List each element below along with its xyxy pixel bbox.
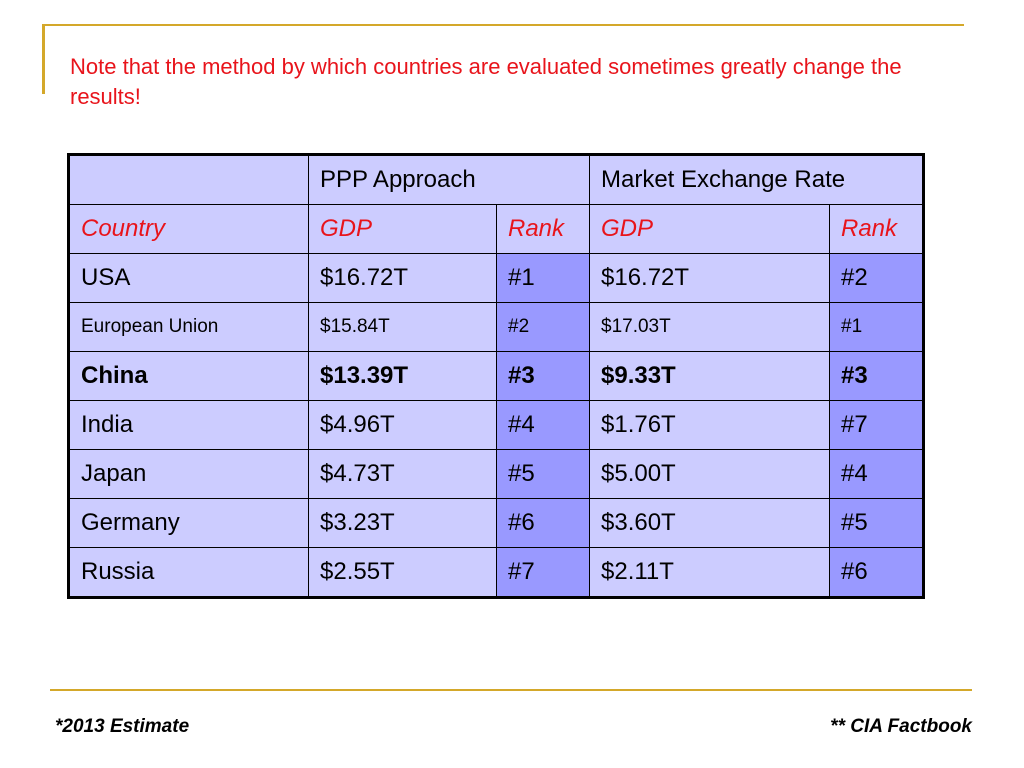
source: ** CIA Factbook — [830, 716, 972, 737]
value-cell: $2.55T — [308, 547, 497, 598]
value-cell: $2.11T — [589, 547, 830, 598]
slide-title: Note that the method by which countries … — [70, 54, 902, 109]
value-cell: $3.23T — [308, 498, 497, 548]
column-header: Country — [68, 204, 309, 254]
value-cell: #4 — [829, 449, 924, 499]
data-row: Russia $2.55T #7 $2.11T #6 — [68, 547, 924, 598]
accent-line — [42, 24, 964, 26]
footnote: *2013 Estimate — [55, 716, 190, 737]
subheader-row: Country GDP Rank GDP Rank — [68, 204, 924, 254]
country-cell: European Union — [68, 302, 309, 352]
value-cell: $5.00T — [589, 449, 830, 499]
value-cell: #5 — [829, 498, 924, 548]
value-cell: $4.73T — [308, 449, 497, 499]
value-cell: #2 — [496, 302, 590, 352]
value-cell: #7 — [829, 400, 924, 450]
data-row: Germany $3.23T #6 $3.60T #5 — [68, 498, 924, 548]
value-cell: #3 — [829, 351, 924, 401]
value-cell: #4 — [496, 400, 590, 450]
value-cell: $16.72T — [308, 253, 497, 303]
column-header: GDP — [589, 204, 830, 254]
data-row: Japan $4.73T #5 $5.00T #4 — [68, 449, 924, 499]
accent-line — [42, 24, 45, 94]
data-row: European Union $15.84T #2 $17.03T #1 — [68, 302, 924, 352]
value-cell: $17.03T — [589, 302, 830, 352]
gdp-table: PPP Approach Market Exchange Rate Country G… — [67, 153, 925, 599]
country-cell: India — [68, 400, 309, 450]
value-cell: $15.84T — [308, 302, 497, 352]
divider-line — [50, 689, 972, 691]
country-cell: USA — [68, 253, 309, 303]
value-cell: $3.60T — [589, 498, 830, 548]
value-cell: #3 — [496, 351, 590, 401]
data-row: India $4.96T #4 $1.76T #7 — [68, 400, 924, 450]
column-header: GDP — [308, 204, 497, 254]
column-header: Rank — [829, 204, 924, 254]
data-row: China $13.39T #3 $9.33T #3 — [68, 351, 924, 401]
value-cell: #2 — [829, 253, 924, 303]
value-cell: $13.39T — [308, 351, 497, 401]
country-cell: Germany — [68, 498, 309, 548]
header-cell — [68, 154, 309, 205]
country-cell: China — [68, 351, 309, 401]
group-header: Market Exchange Rate — [589, 154, 924, 205]
column-header: Rank — [496, 204, 590, 254]
value-cell: #1 — [496, 253, 590, 303]
value-cell: $9.33T — [589, 351, 830, 401]
country-cell: Russia — [68, 547, 309, 598]
group-header: PPP Approach — [308, 154, 590, 205]
value-cell: #1 — [829, 302, 924, 352]
data-row: USA $16.72T #1 $16.72T #2 — [68, 253, 924, 303]
value-cell: $16.72T — [589, 253, 830, 303]
value-cell: #6 — [496, 498, 590, 548]
value-cell: $4.96T — [308, 400, 497, 450]
country-cell: Japan — [68, 449, 309, 499]
header-row: PPP Approach Market Exchange Rate — [68, 154, 924, 205]
value-cell: #7 — [496, 547, 590, 598]
value-cell: #6 — [829, 547, 924, 598]
value-cell: $1.76T — [589, 400, 830, 450]
value-cell: #5 — [496, 449, 590, 499]
